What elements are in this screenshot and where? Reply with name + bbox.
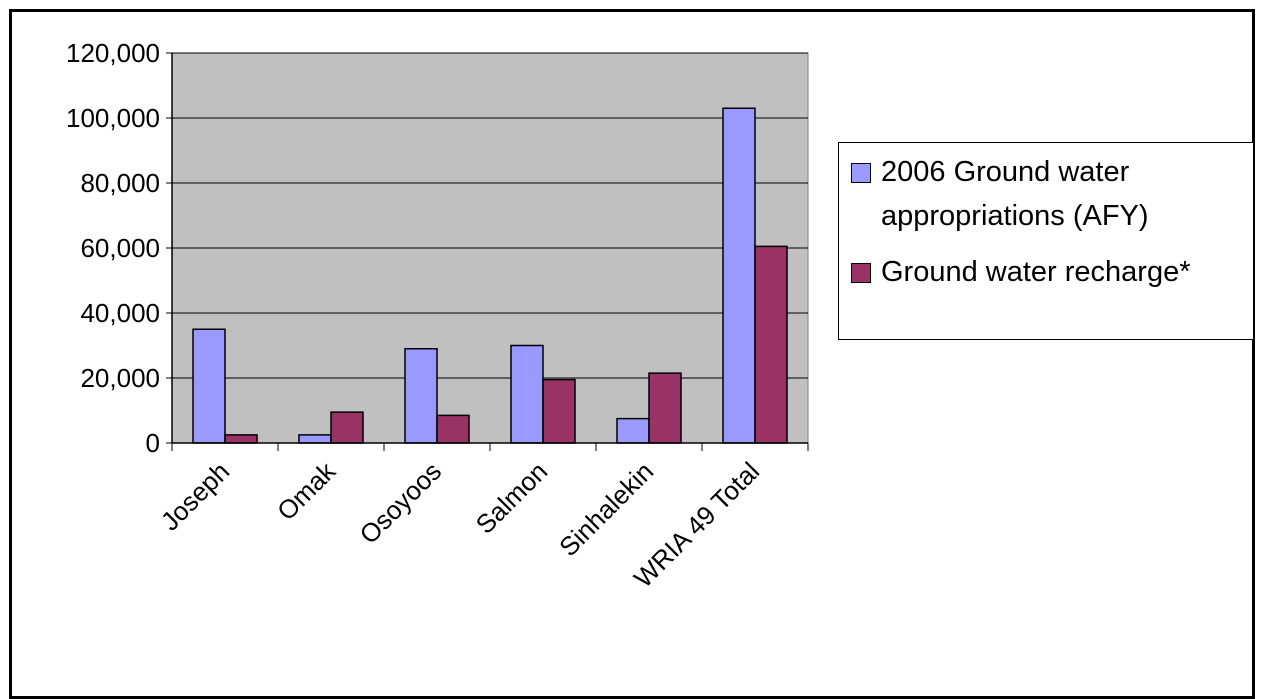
- bar-recharge-sinhalekin: [648, 372, 682, 444]
- bar-recharge-wria-49-total: [754, 245, 788, 444]
- legend-swatch-appropriations: [851, 163, 871, 183]
- legend-label-appropriations: 2006 Ground water appropriations (AFY): [881, 156, 1149, 232]
- gridlines: [172, 52, 808, 379]
- y-tick-label: 20,000: [80, 363, 160, 393]
- y-tick-label: 100,000: [66, 103, 160, 133]
- bar-appropriations-joseph: [192, 328, 226, 444]
- bar-recharge-omak: [330, 411, 364, 444]
- y-tick-label: 0: [146, 428, 160, 458]
- x-category-label: Osoyoos: [353, 456, 447, 550]
- y-tick-label: 80,000: [80, 168, 160, 198]
- bar-recharge-joseph: [224, 434, 258, 444]
- bar-appropriations-omak: [298, 434, 332, 444]
- legend: 2006 Ground water appropriations (AFY) G…: [838, 142, 1254, 340]
- legend-item-recharge: Ground water recharge*: [851, 255, 1191, 294]
- x-category-label: Sinhalekin: [553, 456, 659, 562]
- bar-appropriations-osoyoos: [404, 348, 438, 444]
- bar-recharge-osoyoos: [436, 414, 470, 444]
- bar-recharge-salmon: [542, 378, 576, 444]
- x-category-label: Omak: [271, 455, 342, 526]
- bar-appropriations-sinhalekin: [616, 417, 650, 444]
- legend-swatch-recharge: [851, 263, 871, 283]
- bar-appropriations-wria-49-total: [722, 107, 756, 444]
- y-tick-label: 120,000: [66, 38, 160, 68]
- y-tick-label: 40,000: [80, 298, 160, 328]
- y-axis-ticks: 0 20,000 40,000 60,000 80,000 100,000 120,000: [66, 38, 172, 458]
- y-tick-label: 60,000: [80, 233, 160, 263]
- bar-appropriations-salmon: [510, 344, 544, 444]
- legend-label-recharge: Ground water recharge*: [881, 256, 1191, 288]
- x-category-label: Salmon: [470, 456, 554, 540]
- legend-item-appropriations: 2006 Ground water appropriations (AFY): [851, 155, 1241, 238]
- x-category-label: Joseph: [155, 456, 235, 536]
